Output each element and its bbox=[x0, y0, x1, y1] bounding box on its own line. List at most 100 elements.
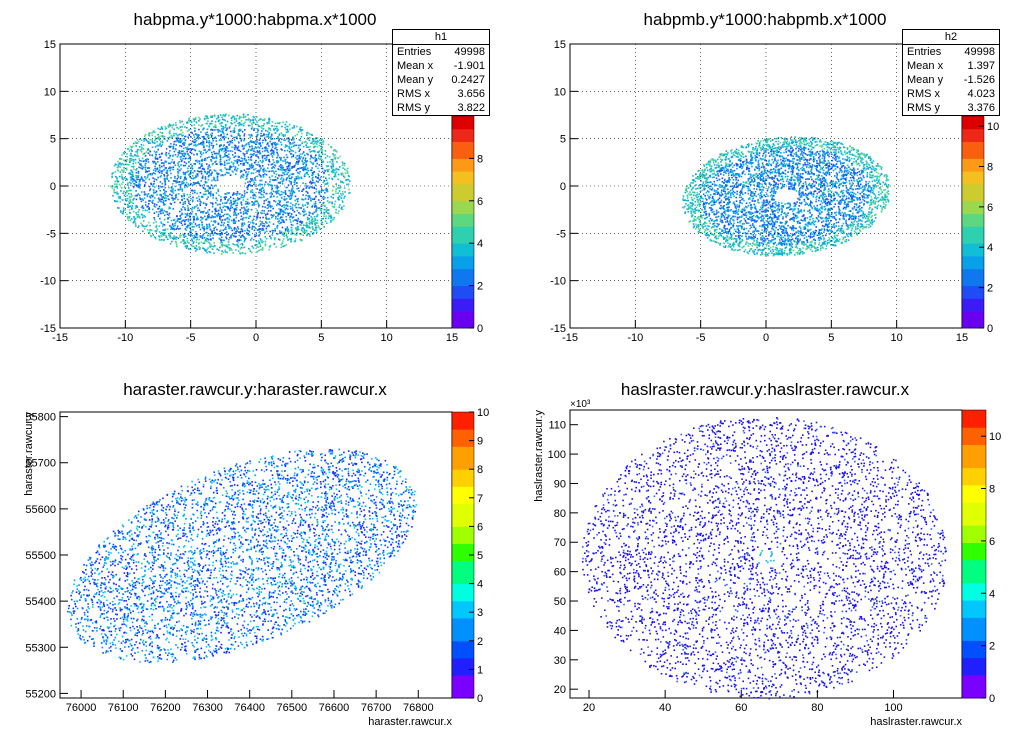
data-point bbox=[294, 240, 297, 242]
data-point bbox=[245, 237, 247, 240]
data-point bbox=[239, 123, 241, 125]
data-point bbox=[193, 183, 196, 186]
data-point bbox=[324, 157, 327, 159]
data-point bbox=[136, 149, 139, 151]
data-point bbox=[119, 158, 121, 160]
data-point bbox=[286, 177, 289, 179]
data-point bbox=[279, 230, 281, 232]
data-point bbox=[211, 144, 213, 147]
data-point bbox=[208, 223, 211, 226]
data-point bbox=[292, 173, 294, 176]
data-point bbox=[254, 235, 256, 238]
data-point bbox=[142, 207, 145, 209]
data-point bbox=[252, 222, 255, 225]
data-point bbox=[291, 127, 294, 129]
data-point bbox=[158, 207, 160, 210]
data-point bbox=[177, 225, 179, 227]
y-tick-label: -15 bbox=[40, 323, 56, 335]
data-point bbox=[177, 127, 180, 130]
data-point bbox=[784, 234, 786, 237]
data-point bbox=[306, 201, 308, 204]
data-point bbox=[144, 164, 146, 166]
data-point bbox=[223, 144, 225, 146]
data-point bbox=[119, 171, 122, 173]
data-point bbox=[292, 136, 294, 138]
data-point bbox=[340, 192, 342, 195]
data-point bbox=[164, 128, 167, 130]
data-point bbox=[185, 162, 188, 165]
data-point bbox=[248, 143, 250, 146]
data-point bbox=[198, 167, 201, 169]
data-point bbox=[874, 214, 876, 216]
data-point bbox=[219, 230, 222, 232]
data-point bbox=[256, 141, 258, 143]
data-point bbox=[208, 142, 210, 144]
data-point bbox=[320, 185, 323, 188]
data-point bbox=[171, 155, 174, 157]
stats-row: Mean y 0.2427 bbox=[397, 74, 485, 86]
data-point bbox=[134, 207, 137, 209]
data-point bbox=[317, 174, 320, 177]
data-point bbox=[337, 197, 340, 200]
data-point bbox=[240, 138, 243, 140]
data-point bbox=[201, 168, 204, 170]
data-point bbox=[338, 190, 341, 192]
data-point bbox=[169, 132, 171, 135]
data-point bbox=[151, 172, 154, 175]
data-point bbox=[146, 170, 149, 173]
data-point bbox=[216, 233, 218, 235]
data-point bbox=[213, 150, 215, 153]
data-point bbox=[284, 133, 286, 136]
data-point bbox=[180, 220, 183, 223]
data-point bbox=[117, 160, 119, 163]
data-point bbox=[252, 164, 255, 167]
data-point bbox=[241, 234, 244, 236]
data-point bbox=[184, 153, 186, 156]
data-point bbox=[310, 169, 313, 172]
data-point bbox=[209, 169, 212, 171]
data-point bbox=[213, 185, 216, 187]
data-point bbox=[160, 234, 163, 236]
data-point bbox=[246, 213, 248, 215]
data-point bbox=[204, 117, 207, 120]
data-point bbox=[728, 244, 730, 247]
data-point bbox=[164, 228, 167, 231]
color-scale-cell bbox=[452, 179, 474, 185]
data-point bbox=[221, 202, 224, 205]
data-point bbox=[175, 140, 177, 143]
data-point bbox=[196, 192, 198, 195]
data-point bbox=[157, 127, 159, 130]
data-point bbox=[181, 120, 183, 123]
data-point bbox=[131, 175, 134, 177]
data-point bbox=[232, 131, 234, 133]
data-point bbox=[323, 204, 326, 207]
data-point bbox=[193, 240, 195, 243]
data-point bbox=[254, 146, 257, 148]
data-point bbox=[252, 238, 255, 241]
data-point bbox=[199, 143, 202, 145]
data-point bbox=[210, 133, 212, 136]
data-point bbox=[863, 193, 865, 195]
data-point bbox=[294, 180, 296, 182]
data-point bbox=[242, 196, 245, 199]
data-point bbox=[725, 168, 728, 170]
data-point bbox=[241, 217, 244, 220]
data-point bbox=[213, 169, 216, 171]
data-point bbox=[767, 188, 769, 190]
data-point bbox=[156, 168, 158, 171]
data-point bbox=[330, 145, 332, 148]
data-point bbox=[155, 190, 158, 192]
data-point bbox=[753, 149, 755, 151]
data-point bbox=[243, 222, 245, 224]
data-point bbox=[151, 140, 154, 143]
data-point bbox=[243, 162, 245, 165]
data-point bbox=[791, 139, 794, 141]
data-point bbox=[749, 227, 751, 230]
data-point bbox=[280, 164, 282, 166]
data-point bbox=[225, 206, 228, 208]
data-point bbox=[325, 189, 328, 192]
data-point bbox=[227, 225, 230, 227]
data-point bbox=[264, 118, 266, 120]
data-point bbox=[164, 197, 166, 200]
data-point bbox=[303, 208, 305, 211]
